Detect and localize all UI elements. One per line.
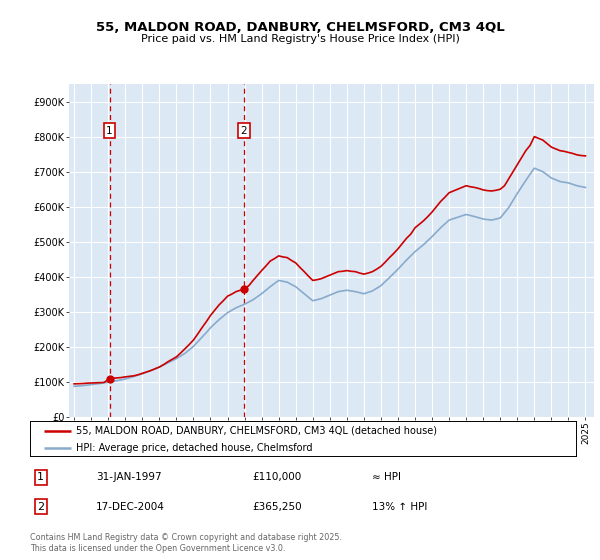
Text: 13% ↑ HPI: 13% ↑ HPI bbox=[372, 502, 427, 512]
Text: 17-DEC-2004: 17-DEC-2004 bbox=[96, 502, 165, 512]
Text: 55, MALDON ROAD, DANBURY, CHELMSFORD, CM3 4QL: 55, MALDON ROAD, DANBURY, CHELMSFORD, CM… bbox=[95, 21, 505, 34]
Text: £365,250: £365,250 bbox=[252, 502, 302, 512]
Text: 1: 1 bbox=[106, 125, 113, 136]
Text: HPI: Average price, detached house, Chelmsford: HPI: Average price, detached house, Chel… bbox=[76, 442, 313, 452]
Text: 31-JAN-1997: 31-JAN-1997 bbox=[96, 472, 161, 482]
Text: Contains HM Land Registry data © Crown copyright and database right 2025.
This d: Contains HM Land Registry data © Crown c… bbox=[30, 533, 342, 553]
Text: 2: 2 bbox=[37, 502, 44, 512]
Text: £110,000: £110,000 bbox=[252, 472, 301, 482]
Text: 2: 2 bbox=[241, 125, 247, 136]
Text: 1: 1 bbox=[37, 472, 44, 482]
Text: ≈ HPI: ≈ HPI bbox=[372, 472, 401, 482]
Text: Price paid vs. HM Land Registry's House Price Index (HPI): Price paid vs. HM Land Registry's House … bbox=[140, 34, 460, 44]
Text: 55, MALDON ROAD, DANBURY, CHELMSFORD, CM3 4QL (detached house): 55, MALDON ROAD, DANBURY, CHELMSFORD, CM… bbox=[76, 426, 437, 436]
